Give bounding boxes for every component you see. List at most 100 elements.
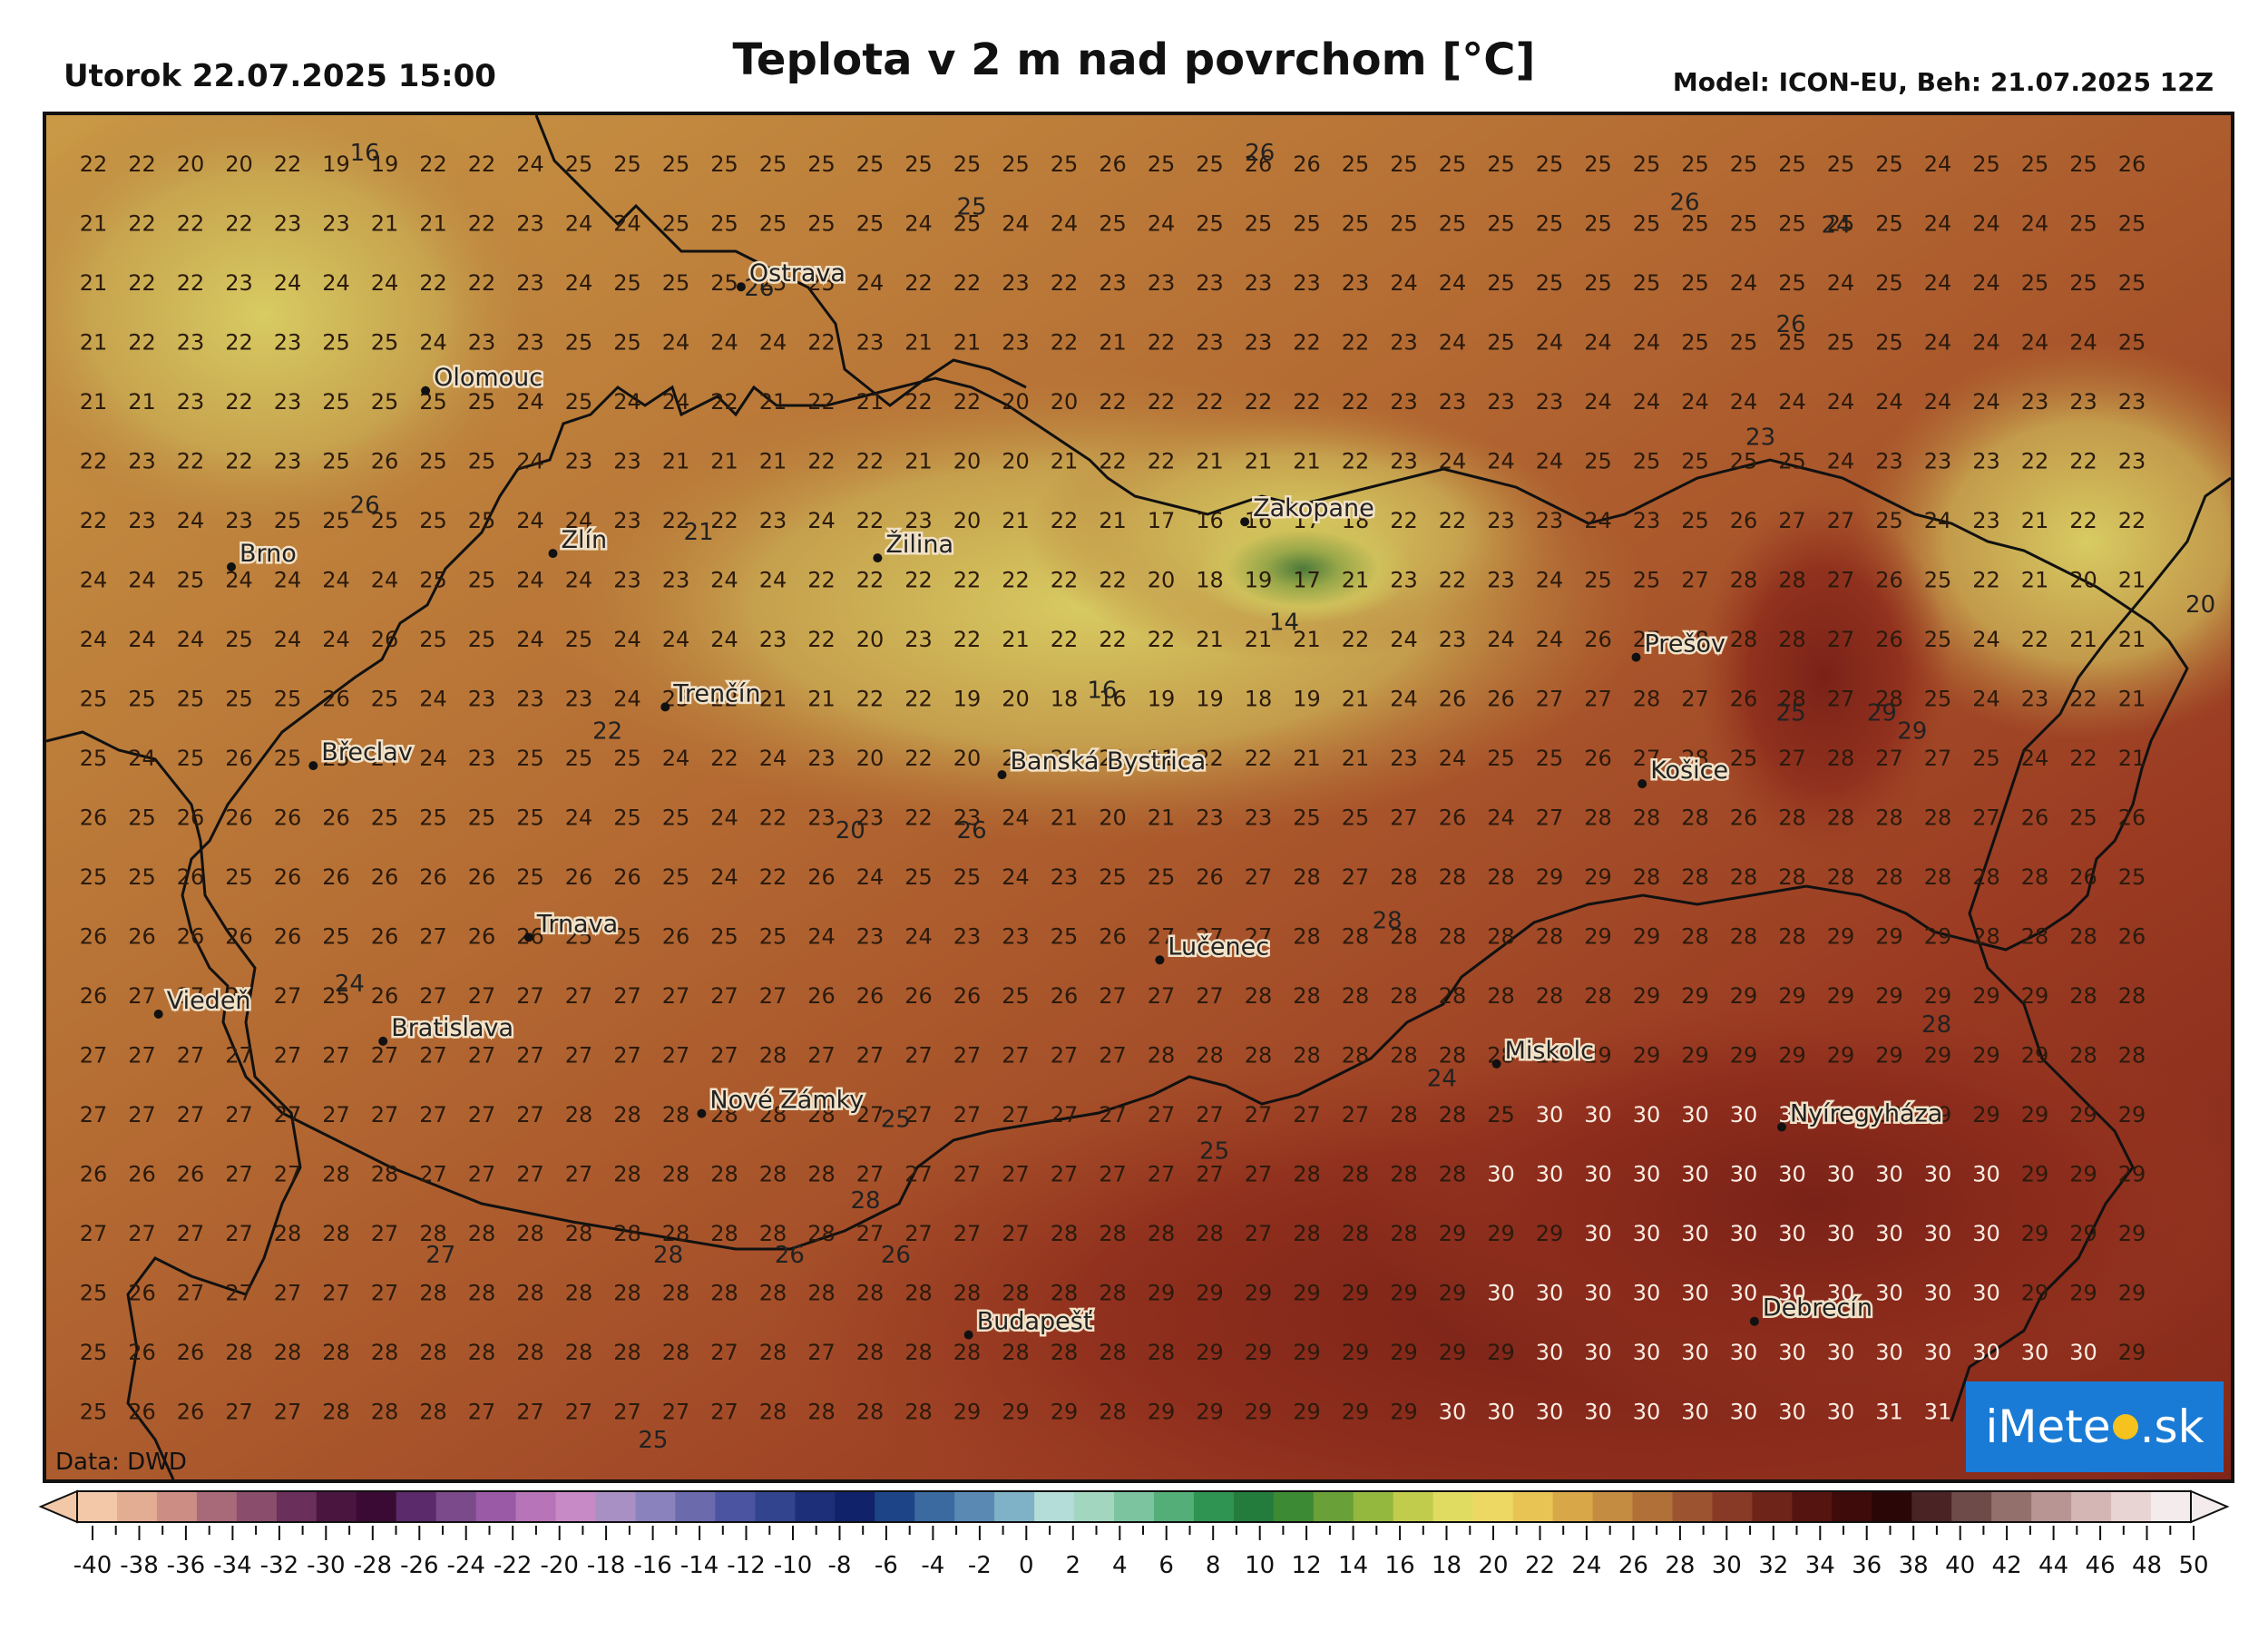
grid-value: 23 bbox=[128, 508, 156, 533]
grid-value: 27 bbox=[225, 1221, 253, 1246]
legend-tick-label: 46 bbox=[2086, 1552, 2116, 1579]
grid-value: 27 bbox=[177, 1221, 205, 1246]
legend-swatch bbox=[1233, 1491, 1275, 1522]
grid-value: 21 bbox=[1342, 568, 1370, 593]
grid-value: 30 bbox=[1536, 1162, 1564, 1187]
temperature-map: 22 22 20 20 22 19 19 22 22 24 25 25 25 25 25 25 25 25 25 25… bbox=[43, 112, 2234, 1483]
grid-value: 28 bbox=[1778, 568, 1806, 593]
grid-value: 25 bbox=[1730, 746, 1758, 771]
grid-value: 25 bbox=[1681, 211, 1709, 237]
grid-value: 23 bbox=[1245, 330, 1273, 356]
grid-value: 28 bbox=[1196, 1043, 1224, 1069]
grid-value: 23 bbox=[904, 627, 933, 652]
grid-value: 26 bbox=[128, 1400, 156, 1425]
city-dot bbox=[1637, 779, 1647, 789]
grid-value: 25 bbox=[80, 687, 108, 712]
legend-swatch bbox=[196, 1491, 238, 1522]
grid-value: 25 bbox=[1827, 211, 1855, 237]
grid-value: 19 bbox=[1293, 687, 1321, 712]
imeteo-logo[interactable]: iMete .sk bbox=[1966, 1381, 2224, 1472]
grid-value: 20 bbox=[856, 746, 885, 771]
grid-value: 25 bbox=[177, 746, 205, 771]
legend-tick-label: 36 bbox=[1852, 1552, 1882, 1579]
grid-value: 30 bbox=[1633, 1162, 1661, 1187]
grid-value: 28 bbox=[1487, 924, 1515, 950]
legend-tick-label: -20 bbox=[540, 1552, 578, 1579]
isotherm-label: 28 bbox=[653, 1242, 683, 1269]
grid-value: 22 bbox=[856, 568, 885, 593]
grid-value: 28 bbox=[1439, 1162, 1467, 1187]
grid-value: 24 bbox=[807, 924, 836, 950]
legend-tick-label: -18 bbox=[587, 1552, 625, 1579]
grid-value: 25 bbox=[371, 687, 399, 712]
grid-value: 23 bbox=[1536, 389, 1564, 415]
city-label: Olomouc bbox=[434, 364, 543, 392]
grid-value: 22 bbox=[1342, 627, 1370, 652]
grid-value: 20 bbox=[953, 746, 982, 771]
legend-swatch bbox=[77, 1491, 118, 1522]
grid-value: 26 bbox=[371, 864, 399, 890]
grid-value: 24 bbox=[1972, 389, 2000, 415]
grid-value: 27 bbox=[274, 983, 302, 1009]
temperature-map-canvas: 22 22 20 20 22 19 19 22 22 24 25 25 25 25 25 25 25 25 25 25… bbox=[46, 115, 2231, 1479]
grid-value: 28 bbox=[1972, 864, 2000, 890]
grid-value: 25 bbox=[371, 805, 399, 831]
grid-value: 30 bbox=[1875, 1162, 1903, 1187]
city-label: Bratislava bbox=[391, 1014, 513, 1042]
grid-value: 25 bbox=[419, 568, 447, 593]
grid-value: 29 bbox=[2069, 1162, 2097, 1187]
grid-value: 28 bbox=[468, 1221, 496, 1246]
grid-value: 27 bbox=[419, 924, 447, 950]
grid-value: 20 bbox=[856, 627, 885, 652]
grid-value: 27 bbox=[177, 1102, 205, 1127]
grid-value: 22 bbox=[1148, 330, 1176, 356]
grid-value: 24 bbox=[2021, 211, 2049, 237]
grid-value: 28 bbox=[468, 1340, 496, 1365]
grid-value: 29 bbox=[2069, 1221, 2097, 1246]
grid-value: 26 bbox=[1439, 687, 1467, 712]
slovakia-border bbox=[181, 376, 2189, 1251]
grid-value: 22 bbox=[2118, 508, 2146, 533]
grid-value: 27 bbox=[1778, 508, 1806, 533]
grid-value: 22 bbox=[1148, 627, 1176, 652]
grid-value: 24 bbox=[1487, 805, 1515, 831]
legend-swatch bbox=[1193, 1491, 1235, 1522]
grid-value: 27 bbox=[371, 1221, 399, 1246]
legend-tick-label: 22 bbox=[1525, 1552, 1555, 1579]
grid-value: 30 bbox=[1633, 1340, 1661, 1365]
grid-value: 25 bbox=[128, 687, 156, 712]
grid-value: 23 bbox=[1342, 270, 1370, 296]
isotherm-label: 16 bbox=[1087, 677, 1117, 704]
grid-value: 22 bbox=[904, 568, 933, 593]
grid-value: 20 bbox=[177, 151, 205, 177]
grid-value: 22 bbox=[177, 211, 205, 237]
legend-swatch bbox=[1991, 1491, 2032, 1522]
isotherm-label: 26 bbox=[775, 1242, 805, 1269]
grid-value: 29 bbox=[1487, 1221, 1515, 1246]
grid-value: 27 bbox=[371, 1102, 399, 1127]
legend-tick-label: -28 bbox=[354, 1552, 392, 1579]
grid-value: 21 bbox=[1342, 687, 1370, 712]
grid-value: 28 bbox=[1924, 864, 1952, 890]
grid-value: 25 bbox=[371, 508, 399, 533]
grid-value: 28 bbox=[1875, 687, 1903, 712]
grid-value: 30 bbox=[1584, 1102, 1612, 1127]
grid-value: 27 bbox=[613, 1400, 641, 1425]
grid-value: 22 bbox=[1439, 568, 1467, 593]
grid-value: 30 bbox=[1681, 1400, 1709, 1425]
grid-value: 29 bbox=[1584, 1043, 1612, 1069]
grid-value: 27 bbox=[274, 1043, 302, 1069]
grid-value: 25 bbox=[856, 211, 885, 237]
grid-value: 19 bbox=[322, 151, 350, 177]
grid-value: 26 bbox=[1051, 983, 1079, 1009]
grid-value: 27 bbox=[1293, 1102, 1321, 1127]
grid-value: 23 bbox=[128, 449, 156, 474]
grid-value: 28 bbox=[1439, 983, 1467, 1009]
grid-value: 25 bbox=[1439, 211, 1467, 237]
grid-value: 28 bbox=[2118, 983, 2146, 1009]
grid-value: 29 bbox=[2021, 1043, 2049, 1069]
grid-value: 25 bbox=[613, 924, 641, 950]
grid-value: 25 bbox=[1196, 211, 1224, 237]
grid-value: 25 bbox=[2069, 270, 2097, 296]
legend-swatch bbox=[236, 1491, 278, 1522]
